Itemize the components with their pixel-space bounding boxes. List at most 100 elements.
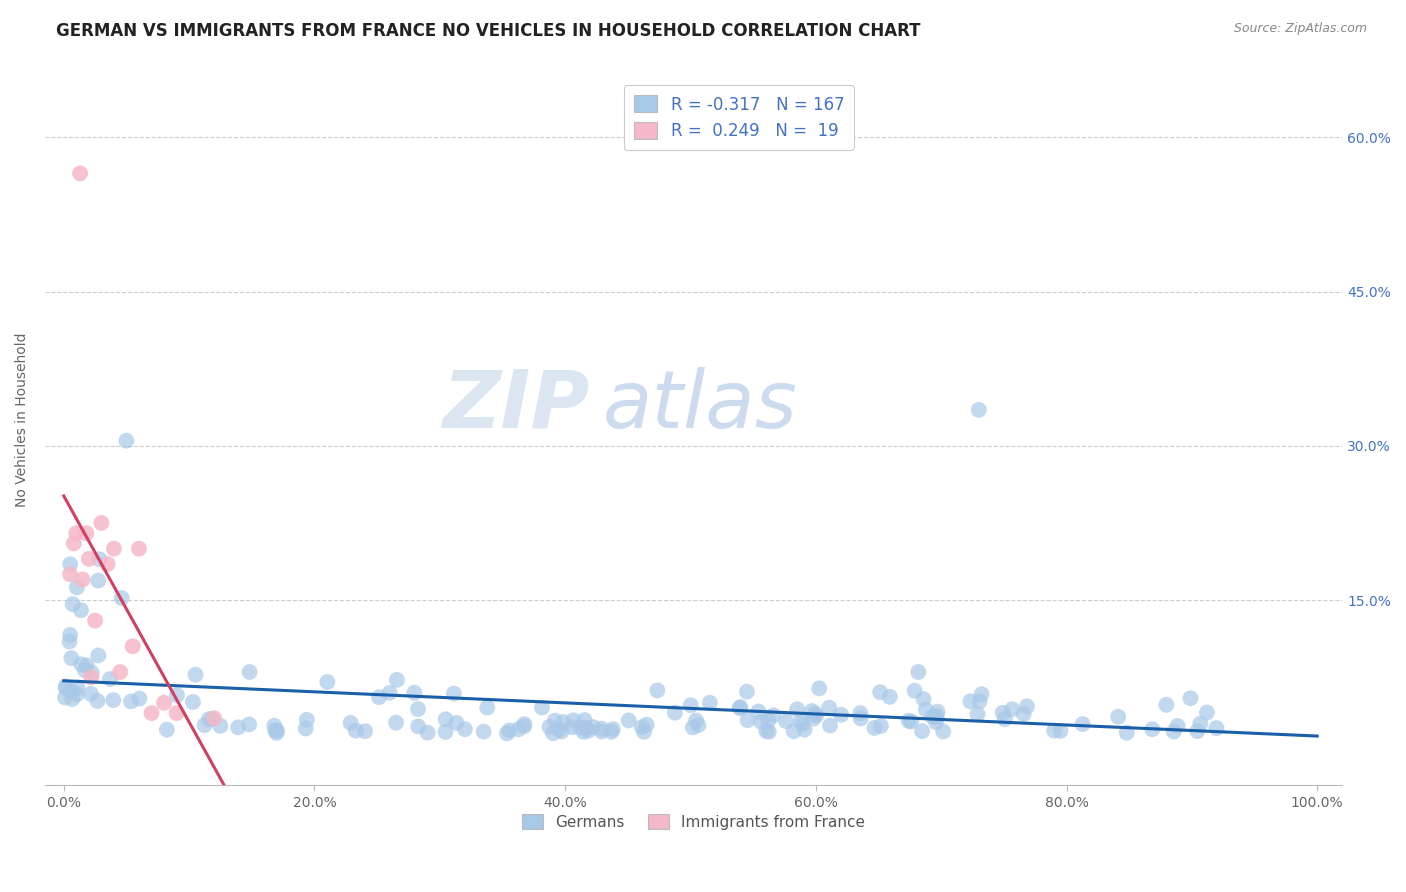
Point [55, 680, 77, 694]
Point [927, 705, 949, 719]
Point [141, 706, 163, 720]
Point [128, 541, 150, 556]
Point [77, 552, 100, 566]
Point [541, 726, 564, 740]
Point [295, 713, 318, 727]
Point [907, 665, 929, 679]
Point [737, 713, 759, 727]
Point [477, 700, 499, 714]
Legend: Germans, Immigrants from France: Germans, Immigrants from France [516, 807, 872, 836]
Point [967, 402, 990, 417]
Point [378, 686, 401, 700]
Point [103, 541, 125, 556]
Point [70, 657, 93, 672]
Point [728, 701, 751, 715]
Point [617, 714, 640, 728]
Point [80, 687, 103, 701]
Point [66, 688, 89, 702]
Point [735, 684, 758, 698]
Point [792, 716, 814, 731]
Point [912, 692, 935, 706]
Point [959, 694, 981, 708]
Point [404, 686, 426, 700]
Point [166, 706, 188, 720]
Point [84, 614, 107, 628]
Point [574, 713, 596, 727]
Point [786, 702, 808, 716]
Point [575, 721, 598, 735]
Point [80, 670, 103, 684]
Point [915, 703, 938, 717]
Point [128, 691, 150, 706]
Point [682, 720, 704, 734]
Point [538, 720, 561, 734]
Point [1107, 710, 1129, 724]
Point [969, 694, 991, 708]
Point [1195, 706, 1218, 720]
Point [75, 526, 97, 541]
Point [110, 591, 132, 605]
Point [808, 681, 831, 696]
Point [804, 706, 827, 721]
Point [80, 665, 103, 680]
Point [900, 714, 922, 729]
Point [443, 687, 465, 701]
Point [121, 640, 143, 654]
Point [870, 719, 893, 733]
Point [184, 667, 207, 681]
Point [385, 715, 408, 730]
Point [749, 714, 772, 729]
Point [1187, 724, 1209, 739]
Point [688, 718, 710, 732]
Point [647, 683, 669, 698]
Point [53, 690, 76, 705]
Point [548, 723, 571, 737]
Point [513, 719, 536, 733]
Point [803, 712, 825, 726]
Point [76, 658, 98, 673]
Point [508, 723, 530, 737]
Point [572, 724, 595, 739]
Point [1142, 723, 1164, 737]
Point [591, 724, 613, 739]
Point [416, 725, 439, 739]
Point [991, 706, 1014, 720]
Point [434, 712, 457, 726]
Point [434, 724, 457, 739]
Text: Source: ZipAtlas.com: Source: ZipAtlas.com [1233, 22, 1367, 36]
Point [830, 707, 852, 722]
Point [755, 724, 778, 739]
Point [66, 681, 89, 695]
Text: GERMAN VS IMMIGRANTS FROM FRANCE NO VEHICLES IN HOUSEHOLD CORRELATION CHART: GERMAN VS IMMIGRANTS FROM FRANCE NO VEHI… [56, 22, 921, 40]
Point [602, 722, 624, 736]
Point [800, 704, 823, 718]
Point [166, 688, 188, 702]
Point [153, 696, 176, 710]
Point [98, 672, 121, 686]
Point [664, 706, 686, 720]
Point [209, 719, 232, 733]
Point [198, 712, 221, 726]
Point [793, 723, 815, 737]
Point [1156, 698, 1178, 712]
Point [60, 651, 83, 665]
Point [561, 720, 583, 734]
Point [1163, 724, 1185, 739]
Point [932, 724, 955, 739]
Point [354, 724, 377, 739]
Point [600, 724, 623, 739]
Point [55, 681, 77, 695]
Point [226, 720, 249, 734]
Point [385, 673, 408, 687]
Point [89, 552, 111, 566]
Text: atlas: atlas [603, 367, 797, 444]
Point [849, 706, 872, 720]
Point [728, 700, 751, 714]
Point [818, 718, 841, 732]
Point [368, 690, 391, 705]
Point [1180, 691, 1202, 706]
Point [58, 634, 80, 648]
Point [90, 516, 112, 530]
Point [193, 718, 215, 732]
Point [156, 723, 179, 737]
